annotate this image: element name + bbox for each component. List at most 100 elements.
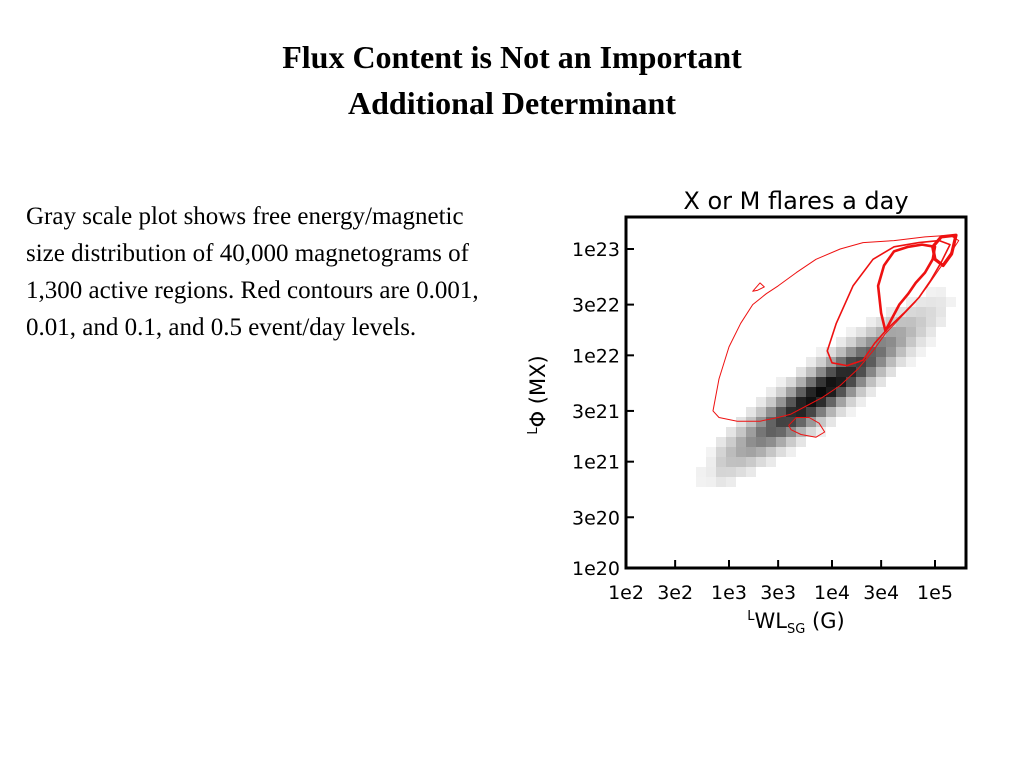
density-cell	[886, 337, 896, 347]
density-cell	[866, 347, 876, 357]
y-axis-ticks: 1e20 3e20 1e21 3e21 1e22 3e22 1e23	[572, 239, 634, 580]
density-cell	[946, 297, 956, 307]
density-cell	[786, 377, 796, 387]
density-cell	[746, 417, 756, 427]
density-cell	[716, 457, 726, 467]
density-cell	[846, 357, 856, 367]
density-cell	[816, 347, 826, 357]
density-cell	[916, 317, 926, 327]
density-cell	[806, 407, 816, 417]
density-cell	[866, 337, 876, 347]
density-cell	[886, 307, 896, 317]
y-axis-label-unit: (MX)	[526, 355, 550, 411]
density-cell	[906, 327, 916, 337]
density-cell	[816, 387, 826, 397]
density-cell	[856, 377, 866, 387]
y-tick-label: 1e20	[572, 558, 620, 580]
density-cell	[776, 387, 786, 397]
density-cell	[816, 417, 826, 427]
density-cell	[746, 407, 756, 417]
density-cell	[896, 317, 906, 327]
density-cell	[726, 477, 736, 487]
density-cell	[906, 337, 916, 347]
density-cell	[796, 387, 806, 397]
density-cell	[746, 437, 756, 447]
density-cell	[706, 457, 716, 467]
density-cell	[896, 357, 906, 367]
density-cell	[866, 357, 876, 367]
density-cell	[756, 397, 766, 407]
y-tick-label: 3e21	[572, 401, 620, 423]
density-cell	[756, 447, 766, 457]
density-cell	[886, 327, 896, 337]
contour-line-3	[931, 233, 958, 268]
density-cell	[796, 397, 806, 407]
density-cell	[796, 417, 806, 427]
density-cell	[856, 387, 866, 397]
density-cell	[776, 407, 786, 417]
density-cell	[786, 427, 796, 437]
chart-title: X or M flares a day	[683, 187, 908, 215]
density-cell	[776, 397, 786, 407]
density-cell	[806, 377, 816, 387]
density-cell	[906, 347, 916, 357]
density-cell	[756, 417, 766, 427]
density-cell	[836, 377, 846, 387]
density-cell	[766, 437, 776, 447]
density-cell	[726, 437, 736, 447]
density-cell	[806, 417, 816, 427]
density-cell	[856, 327, 866, 337]
x-tick-label: 1e3	[711, 582, 747, 604]
density-cell	[796, 367, 806, 377]
density-cell	[846, 367, 856, 377]
density-cell	[776, 447, 786, 457]
density-cell	[936, 297, 946, 307]
density-cell	[856, 367, 866, 377]
density-cell	[836, 407, 846, 417]
density-cell	[846, 337, 856, 347]
density-cell	[786, 407, 796, 417]
density-cell	[916, 337, 926, 347]
density-cell	[706, 477, 716, 487]
density-cell	[886, 367, 896, 377]
density-cell	[796, 377, 806, 387]
density-cell	[936, 317, 946, 327]
density-cell	[906, 317, 916, 327]
density-cell	[906, 307, 916, 317]
density-cell	[876, 327, 886, 337]
density-cell	[726, 427, 736, 437]
density-cell	[926, 287, 936, 297]
density-cell	[756, 427, 766, 437]
density-cell	[696, 467, 706, 477]
x-tick-label: 3e4	[863, 582, 899, 604]
density-cell	[746, 447, 756, 457]
density-cell	[816, 397, 826, 407]
density-cell	[836, 387, 846, 397]
density-cell	[856, 347, 866, 357]
density-cell	[736, 427, 746, 437]
density-cell	[716, 437, 726, 447]
density-cell	[806, 397, 816, 407]
contour-line-4	[788, 417, 826, 438]
density-cell	[786, 447, 796, 457]
density-cell	[726, 467, 736, 477]
density-cell	[866, 327, 876, 337]
density-cell	[846, 377, 856, 387]
density-cell	[766, 407, 776, 417]
y-tick-label: 1e22	[572, 345, 620, 367]
contour-group	[712, 233, 960, 438]
density-cell	[716, 477, 726, 487]
density-cell	[776, 377, 786, 387]
density-cell	[786, 387, 796, 397]
density-cell	[756, 457, 766, 467]
x-axis-label: LWLSG (G)	[747, 609, 844, 637]
density-cell	[806, 387, 816, 397]
density-cell	[806, 427, 816, 437]
density-cell	[846, 387, 856, 397]
density-cell	[846, 397, 856, 407]
density-cell	[846, 407, 856, 417]
y-tick-label: 3e20	[572, 507, 620, 529]
density-cell	[896, 327, 906, 337]
density-cell	[816, 407, 826, 417]
